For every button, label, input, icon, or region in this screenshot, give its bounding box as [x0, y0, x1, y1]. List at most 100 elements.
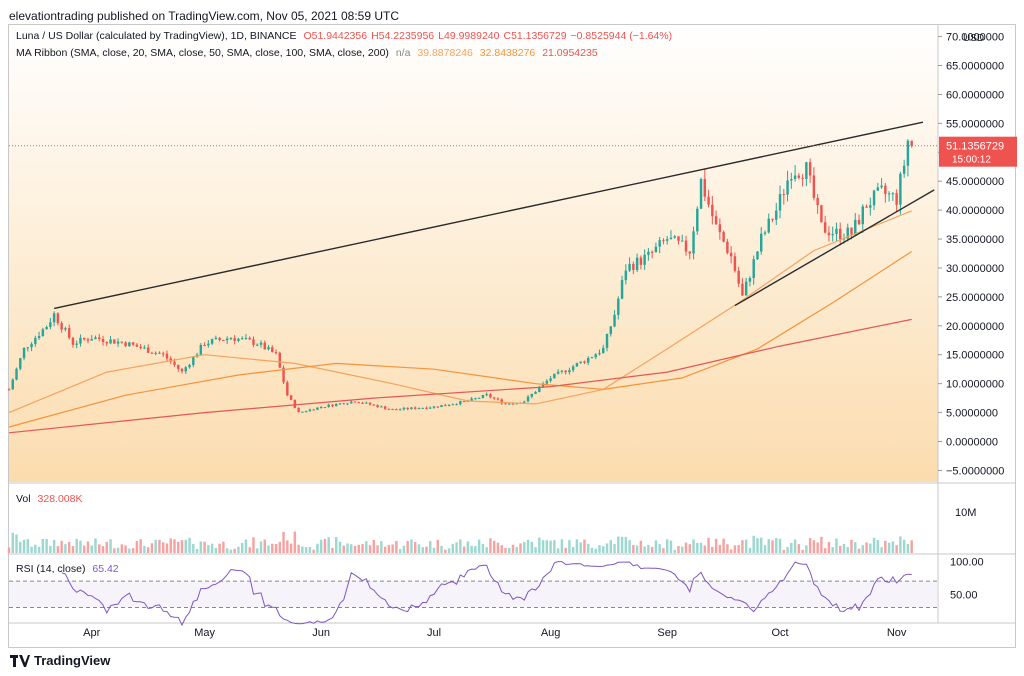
candle-body — [541, 383, 545, 388]
candle-body — [823, 222, 827, 233]
volume-bar — [180, 540, 184, 553]
volume-bar — [286, 540, 289, 553]
candle-body — [722, 232, 725, 242]
candle-body — [899, 173, 902, 205]
candle-body — [26, 347, 30, 349]
candle-body — [161, 353, 165, 355]
volume-bar — [256, 548, 259, 553]
candle-body — [684, 240, 688, 252]
volume-bar — [692, 539, 695, 553]
candle-body — [225, 338, 229, 341]
volume-bar — [538, 537, 541, 553]
chart-container[interactable] — [8, 24, 1016, 648]
candle-body — [568, 370, 571, 373]
candle-body — [628, 263, 631, 271]
price-tick-label: 40.0000000 — [946, 205, 1004, 217]
candle-body — [771, 218, 774, 220]
candle-body — [906, 140, 910, 166]
candle-body — [131, 342, 135, 345]
candle-body — [805, 162, 808, 179]
volume-bar — [462, 546, 466, 553]
volume-bar — [37, 546, 41, 553]
volume-bar — [436, 539, 439, 553]
candle-body — [778, 194, 782, 211]
volume-bar — [316, 543, 319, 553]
candle-body — [620, 280, 624, 299]
candle-body — [447, 404, 451, 406]
volume-bar — [590, 547, 594, 553]
volume-bar — [267, 545, 270, 553]
candle-body — [30, 343, 33, 348]
candle-body — [139, 346, 142, 349]
candle-body — [869, 205, 872, 208]
volume-bar — [432, 547, 436, 553]
candle-body — [579, 361, 582, 364]
volume-bar — [233, 548, 236, 553]
candle-body — [71, 337, 75, 345]
candle-body — [233, 338, 236, 341]
volume-bar — [56, 546, 60, 553]
candle-body — [267, 347, 270, 350]
candle-body — [278, 352, 282, 368]
volume-bar — [632, 545, 635, 553]
candle-body — [297, 407, 300, 412]
volume-bar — [440, 545, 443, 553]
candle-body — [827, 232, 831, 236]
ohlc-close: C51.1356729 — [503, 30, 567, 42]
candle-body — [654, 246, 658, 253]
volume-bar — [7, 547, 11, 553]
candle-body — [711, 204, 714, 217]
volume-bar — [177, 541, 180, 553]
volume-bar — [639, 540, 643, 553]
ma50-value: 39.8878246 — [417, 47, 473, 59]
volume-bar — [444, 549, 447, 553]
candle-body — [304, 411, 308, 413]
candle-body — [556, 371, 560, 374]
price-tick-label: 70.0000000 — [946, 32, 1004, 44]
candle-body — [872, 190, 876, 206]
volume-bar — [19, 541, 22, 553]
candle-body — [274, 352, 278, 354]
vol-label[interactable]: Vol — [16, 493, 31, 505]
volume-bar — [654, 540, 658, 553]
candle-body — [229, 338, 233, 340]
candle-body — [346, 403, 349, 405]
volume-bar — [368, 545, 372, 553]
volume-bar — [613, 544, 616, 553]
candle-body — [767, 218, 770, 233]
candle-body — [808, 162, 812, 176]
candle-body — [15, 368, 18, 380]
candle-body — [222, 339, 225, 341]
volume-bar — [805, 545, 808, 553]
candle-body — [707, 196, 710, 205]
tradingview-footer[interactable]: TradingView — [10, 653, 110, 668]
symbol-title[interactable]: Luna / US Dollar (calculated by TradingV… — [16, 30, 297, 42]
volume-bar — [210, 543, 214, 553]
candle-body — [617, 298, 620, 315]
price-tick-label: 15.0000000 — [946, 350, 1004, 362]
upper-trendline — [53, 121, 924, 310]
volume-bar — [598, 545, 601, 553]
volume-bar — [778, 538, 782, 553]
ma-ribbon-label[interactable]: MA Ribbon (SMA, close, 20, SMA, close, 5… — [16, 47, 389, 59]
time-tick-label: Aug — [541, 627, 561, 639]
volume-bar — [383, 546, 387, 553]
candle-body — [45, 327, 48, 330]
candle-body — [812, 175, 816, 198]
rsi-axis-label: 50.00 — [950, 589, 978, 601]
rsi-value: 65.42 — [92, 563, 119, 575]
rsi-label[interactable]: RSI (14, close) — [16, 563, 86, 575]
volume-bar — [752, 535, 755, 553]
candle-body — [308, 409, 312, 412]
price-tick-label: 25.0000000 — [946, 292, 1004, 304]
volume-bar — [714, 538, 718, 553]
candle-body — [402, 407, 406, 410]
candle-body — [350, 401, 353, 404]
candle-body — [801, 177, 804, 179]
volume-bar — [662, 548, 665, 553]
candle-body — [391, 409, 394, 411]
volume-bar — [865, 542, 868, 553]
candle-body — [252, 339, 255, 345]
candle-body — [669, 237, 673, 240]
